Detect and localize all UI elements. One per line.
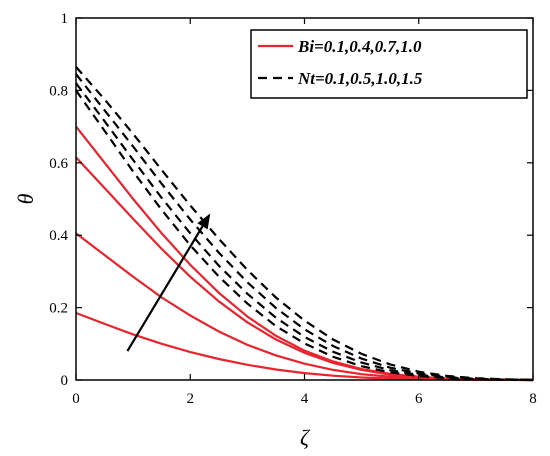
legend-box xyxy=(250,29,528,99)
axis-ticks: 0 2 4 6 8 0 0.2 0.4 0.6 0.8 1 xyxy=(49,11,537,407)
curves-layer xyxy=(75,66,534,382)
bi-curve-3 xyxy=(75,156,534,382)
nt-curve-4 xyxy=(75,66,534,382)
y-tick-label: 0.2 xyxy=(49,301,68,317)
nt-curve-2 xyxy=(75,82,534,382)
legend-label-bi: Bi=0.1,0.4,0.7,1.0 xyxy=(297,37,422,56)
x-axis-title: ζ xyxy=(300,425,311,450)
nt-curve-3 xyxy=(75,73,534,382)
y-tick-label: 0 xyxy=(61,373,69,389)
arrow-head xyxy=(197,213,211,230)
x-tick-label: 6 xyxy=(415,391,423,407)
trend-arrow xyxy=(126,213,211,352)
y-tick-label: 0.4 xyxy=(49,228,68,244)
arrow-shaft xyxy=(126,225,204,352)
y-tick-label: 0.8 xyxy=(49,83,68,99)
y-tick-label: 0.6 xyxy=(49,156,68,172)
x-tick-label: 0 xyxy=(72,391,80,407)
y-axis-title: θ xyxy=(13,193,38,204)
x-tick-label: 2 xyxy=(187,391,195,407)
x-tick-label: 8 xyxy=(529,391,537,407)
legend-label-nt: Nt=0.1,0.5,1.0,1.5 xyxy=(297,69,423,88)
nt-curve-1 xyxy=(75,89,534,382)
x-tick-label: 4 xyxy=(301,391,309,407)
legend: Bi=0.1,0.4,0.7,1.0 Nt=0.1,0.5,1.0,1.5 xyxy=(250,29,528,99)
y-tick-label: 1 xyxy=(61,11,69,27)
bi-curve-4 xyxy=(75,125,534,382)
bi-curve-2 xyxy=(75,232,534,382)
